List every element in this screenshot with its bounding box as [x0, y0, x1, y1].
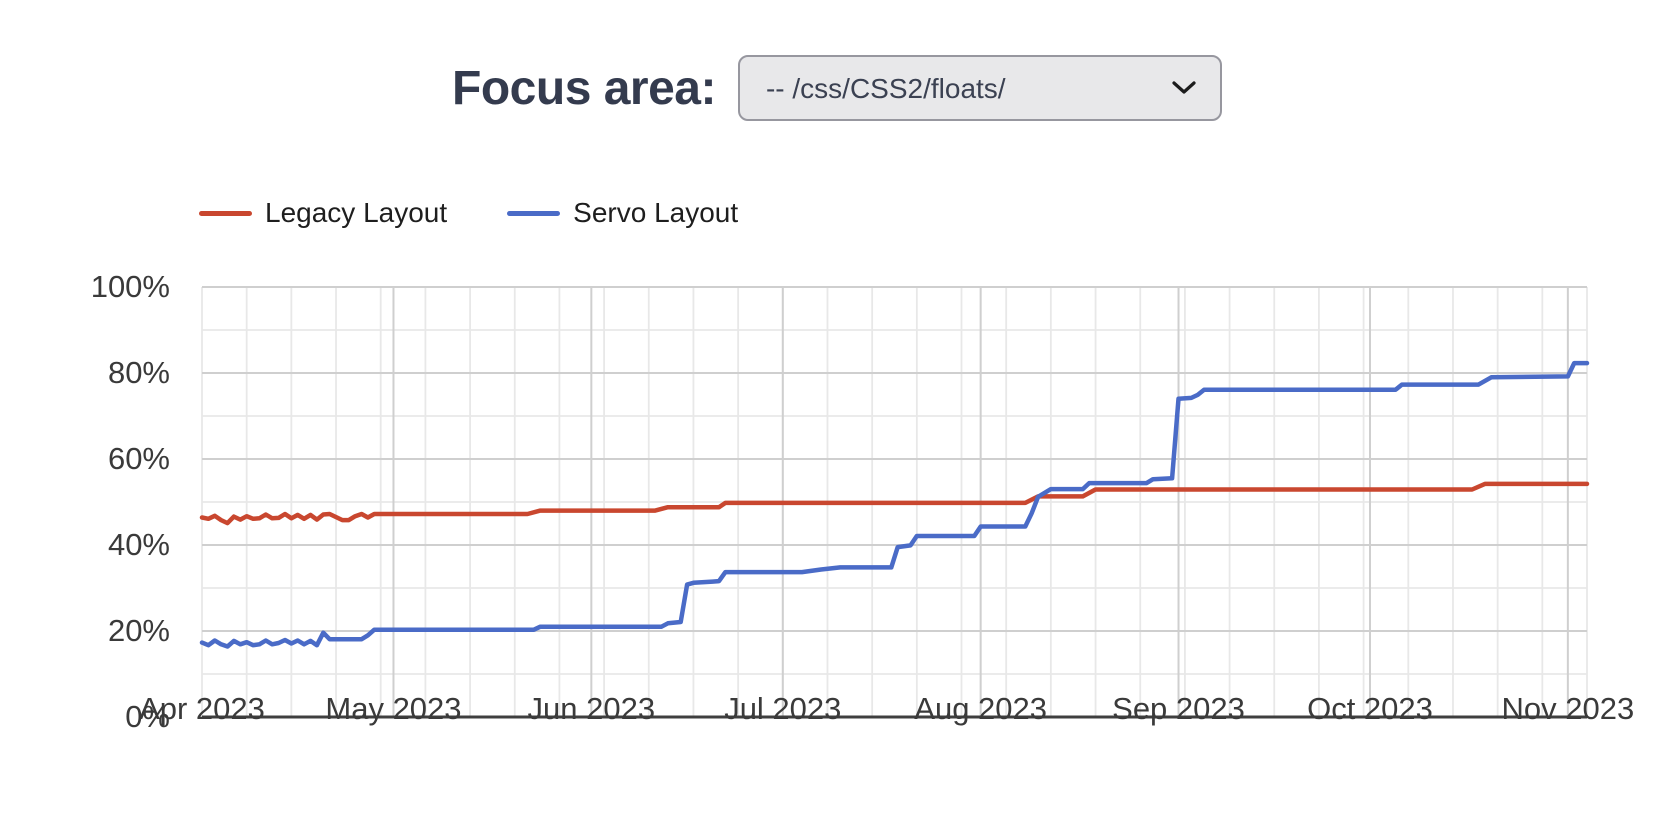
- legend-label: Legacy Layout: [265, 197, 448, 228]
- legend-label: Servo Layout: [573, 197, 739, 228]
- y-tick-label: 60%: [107, 441, 170, 476]
- x-tick-label: Jun 2023: [527, 691, 656, 726]
- x-tick-label: Nov 2023: [1501, 691, 1635, 726]
- y-tick-label: 40%: [107, 527, 170, 562]
- x-tick-label: Jul 2023: [724, 691, 842, 726]
- focus-area-row: Focus area: -- /css/CSS2/floats/: [0, 55, 1674, 121]
- y-tick-label: 20%: [107, 613, 170, 648]
- legend-item-servo-layout: Servo Layout: [507, 196, 738, 230]
- y-tick-label: 0%: [125, 699, 170, 734]
- legend-item-legacy-layout: Legacy Layout: [199, 196, 447, 230]
- x-tick-label: Apr 2023: [139, 691, 265, 726]
- x-tick-label: Sep 2023: [1112, 691, 1245, 726]
- focus-area-select[interactable]: -- /css/CSS2/floats/: [737, 55, 1222, 121]
- focus-area-label: Focus area:: [452, 61, 716, 115]
- chart-plot: [199, 286, 1590, 719]
- chart-legend: Legacy Layout Servo Layout: [199, 196, 738, 230]
- series-line-servo-layout: [199, 360, 1590, 649]
- x-tick-label: Aug 2023: [914, 691, 1048, 726]
- series-line-legacy-layout: [199, 481, 1590, 526]
- y-tick-label: 100%: [90, 269, 170, 304]
- y-tick-label: 80%: [107, 355, 170, 390]
- focus-area-select-wrap: -- /css/CSS2/floats/: [737, 55, 1222, 121]
- servo-layout-line-swatch: [507, 210, 561, 216]
- legacy-layout-line-swatch: [199, 210, 252, 216]
- x-tick-label: May 2023: [325, 691, 462, 726]
- x-tick-label: Oct 2023: [1307, 691, 1433, 726]
